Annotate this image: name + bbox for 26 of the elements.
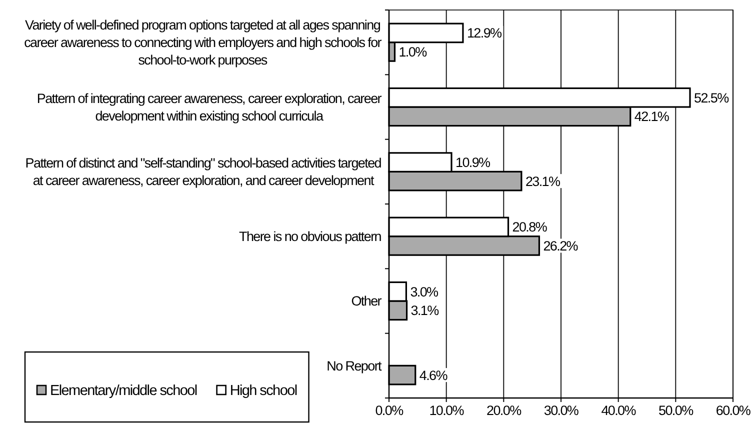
data-label: 10.9% (455, 155, 491, 170)
y-tick-label: No Report (326, 358, 382, 374)
x-tick-label: 50.0% (658, 403, 694, 418)
x-tick-label: 60.0% (716, 403, 751, 418)
data-label: 20.8% (512, 220, 548, 235)
legend-label: Elementary/middle school (50, 383, 198, 400)
data-label: 3.0% (410, 284, 439, 300)
legend-label: High school (230, 383, 298, 400)
y-tick-label: Pattern of distinct and "self-standing" school-based activities targeted at career awareness, career exploration, and career development (25, 156, 382, 188)
data-label: 42.1% (634, 109, 670, 124)
y-tick-label: Variety of well-defined program options targeted at all ages spanning career awareness to connecting with employers and high schools for school-to-work purposes (24, 18, 382, 68)
data-label: 3.1% (410, 303, 440, 318)
y-tick-label: Pattern of integrating career awareness, career exploration, career development within existing school curricula (36, 90, 382, 124)
x-tick-label: 10.0% (429, 403, 464, 418)
data-label: 1.0% (398, 44, 428, 60)
x-tick-label: 30.0% (544, 403, 579, 418)
x-tick-label: 0.0% (375, 403, 404, 418)
data-label: 12.9% (466, 26, 502, 41)
data-label: 23.1% (525, 174, 561, 189)
y-tick-label: Other (351, 294, 382, 309)
x-tick-label: 20.0% (486, 403, 522, 418)
y-tick-label: There is no obvious pattern (239, 229, 382, 244)
data-label: 4.6% (419, 368, 448, 383)
data-label: 26.2% (543, 238, 578, 254)
x-tick-label: 40.0% (601, 403, 636, 418)
data-label: 52.5% (694, 90, 730, 106)
